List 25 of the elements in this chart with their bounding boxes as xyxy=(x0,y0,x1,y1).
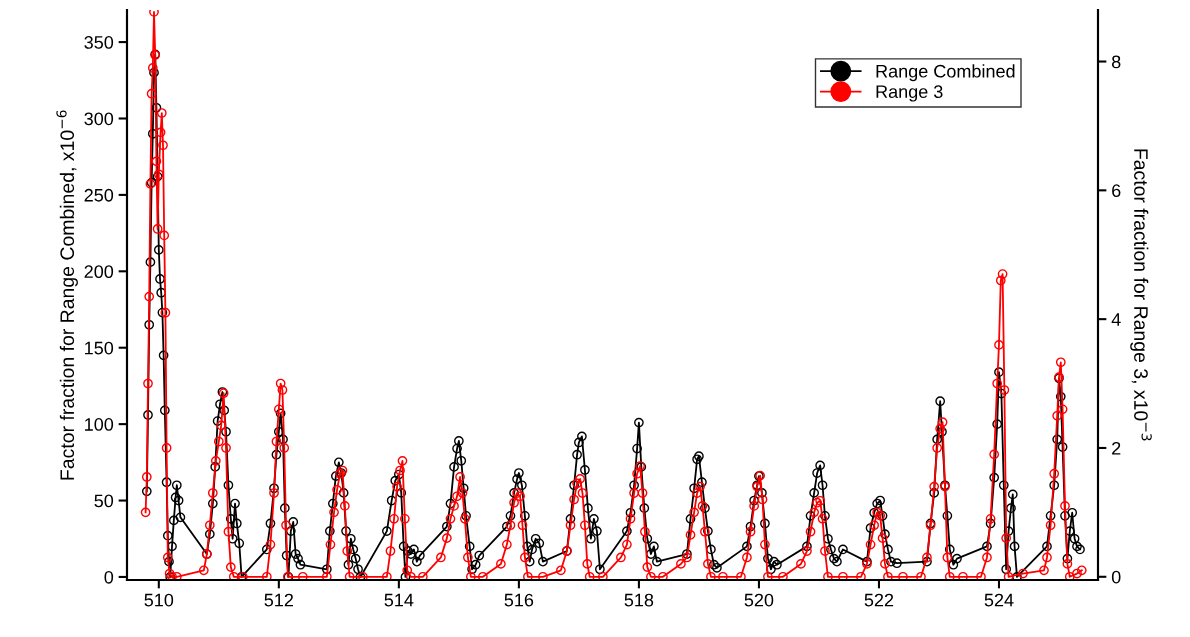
y-tick-label: 300 xyxy=(84,112,114,126)
x-tick-label: 520 xyxy=(744,593,774,607)
x-tick-label: 510 xyxy=(144,593,174,607)
y2-tick-label: 6 xyxy=(1112,184,1121,198)
y-tick-label: 100 xyxy=(85,418,114,431)
x-tick-label: 514 xyxy=(384,593,414,607)
y2-tick-label: 8 xyxy=(1111,55,1121,69)
x-tick-label: 524 xyxy=(984,593,1014,607)
y-tick-label: 350 xyxy=(84,36,114,49)
y-tick-label: 150 xyxy=(85,341,114,355)
x-tick-label: 512 xyxy=(264,593,293,607)
x-tick-label: 522 xyxy=(864,593,894,607)
y2-axis-title: Factor fraction for Range 3, x10$^{−3}$ xyxy=(1130,149,1152,441)
y-tick-label: 0 xyxy=(104,570,114,584)
y2-tick-label: 4 xyxy=(1111,313,1121,326)
y-tick-label: 200 xyxy=(84,265,114,279)
x-tick-label: 516 xyxy=(504,593,534,607)
y-axis-title: Factor fraction for Range Combined, x10$^{−6}$ xyxy=(56,110,78,480)
y2-tick-label: 0 xyxy=(1111,570,1121,584)
legend-label: Range Combined xyxy=(876,64,1015,82)
legend-label: Range 3 xyxy=(876,85,943,102)
y-tick-label: 250 xyxy=(84,188,114,202)
y-tick-label: 50 xyxy=(94,494,114,508)
y2-tick-label: 2 xyxy=(1112,441,1121,455)
x-tick-label: 518 xyxy=(624,593,654,607)
